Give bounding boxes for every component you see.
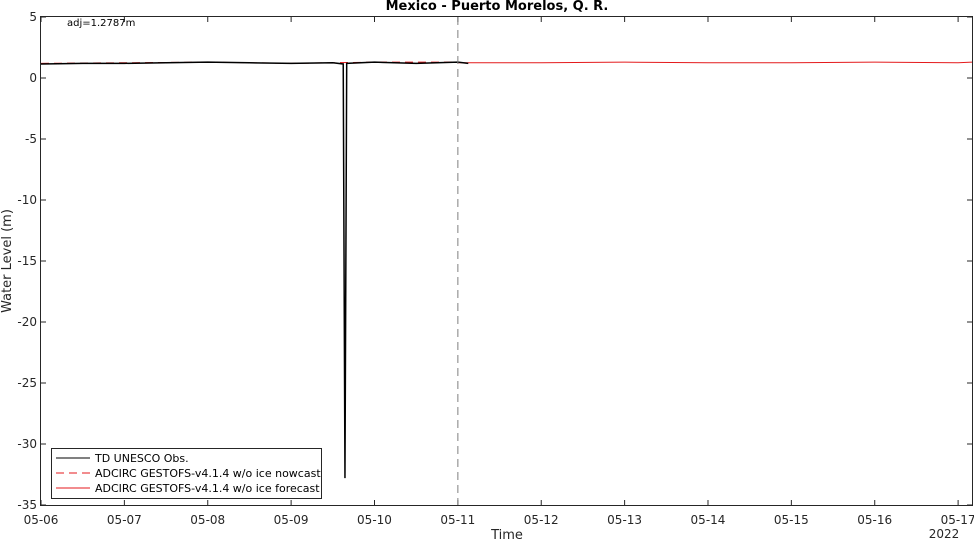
plot-area — [40, 16, 973, 506]
y-tick-label: -25 — [17, 376, 37, 390]
year-label: 2022 — [929, 527, 960, 541]
axis-ticks: 05-06 05-07 05-08 05-09 05-10 05-11 05-12 05-13… — [17, 10, 974, 527]
y-tick-label: -15 — [17, 254, 37, 268]
legend-label-2: ADCIRC GESTOFS-v4.1.4 w/o ice forecast — [95, 482, 320, 495]
x-tick-label: 05-13 — [607, 513, 642, 527]
legend-label-0: TD UNESCO Obs. — [94, 452, 189, 465]
y-tick-label: -20 — [17, 315, 37, 329]
legend-box — [51, 448, 322, 499]
legend-label-1: ADCIRC GESTOFS-v4.1.4 w/o ice nowcast — [95, 467, 321, 480]
y-tick-label: -30 — [17, 437, 37, 451]
y-tick-label: 5 — [29, 10, 37, 24]
x-tick-label: 05-17 — [941, 513, 974, 527]
x-tick-label: 05-11 — [440, 513, 475, 527]
y-tick-label: -5 — [25, 132, 37, 146]
chart-title: Mexico - Puerto Morelos, Q. R. — [386, 0, 609, 14]
x-tick-label: 05-10 — [357, 513, 392, 527]
x-tick-label: 05-12 — [524, 513, 559, 527]
x-tick-label: 05-07 — [107, 513, 142, 527]
x-tick-label: 05-16 — [857, 513, 892, 527]
x-tick-label: 05-14 — [691, 513, 726, 527]
x-axis-label: Time — [490, 528, 523, 541]
series-line-0 — [40, 61, 469, 479]
x-tick-label: 05-15 — [774, 513, 809, 527]
series-line-2 — [457, 61, 973, 64]
y-tick-label: 0 — [29, 71, 37, 85]
y-tick-label: -35 — [17, 498, 37, 512]
y-axis-label: Water Level (m) — [0, 209, 15, 313]
x-tick-label: 05-09 — [274, 513, 309, 527]
x-tick-label: 05-06 — [24, 513, 59, 527]
series-layer — [40, 61, 973, 479]
y-tick-label: -10 — [17, 193, 37, 207]
x-tick-label: 05-08 — [190, 513, 225, 527]
legend: TD UNESCO Obs. ADCIRC GESTOFS-v4.1.4 w/o … — [51, 448, 322, 499]
adjustment-annotation: adj=1.2787m — [67, 18, 135, 29]
